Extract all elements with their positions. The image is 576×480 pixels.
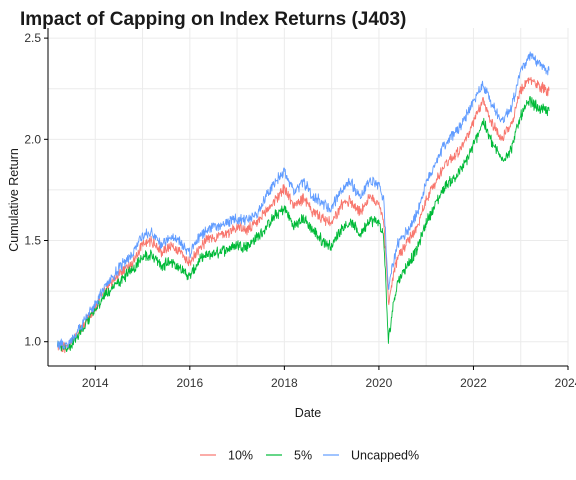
chart-title: Impact of Capping on Index Returns (J403…: [20, 9, 406, 30]
x-tick-label: 2020: [366, 376, 393, 390]
x-tick-label: 2016: [176, 376, 203, 390]
y-tick-label: 2.0: [24, 132, 41, 146]
legend-label: 5%: [294, 449, 312, 463]
x-tick-label: 2018: [271, 376, 298, 390]
series-line-2: [57, 96, 550, 353]
x-tick-label: 2014: [82, 376, 109, 390]
x-axis-title: Date: [295, 406, 321, 420]
series-layer: [57, 51, 550, 354]
y-axis-title: Cumulative Return: [7, 148, 21, 252]
x-tick-label: 2024: [555, 376, 576, 390]
x-axis-ticks: 2014 2016 2018 2020 2022 2024: [82, 366, 576, 390]
y-tick-label: 1.5: [24, 234, 41, 248]
x-tick-label: 2022: [460, 376, 487, 390]
y-tick-label: 1.0: [24, 335, 41, 349]
series-line-1: [57, 76, 550, 354]
legend-label: Uncapped%: [351, 449, 419, 463]
series-line-3: [57, 51, 550, 350]
legend-label: 10%: [228, 449, 253, 463]
y-axis-ticks: 1.0 1.5 2.0 2.5: [24, 31, 48, 349]
legend: 10% 5% Uncapped%: [200, 449, 419, 463]
y-tick-label: 2.5: [24, 31, 41, 45]
